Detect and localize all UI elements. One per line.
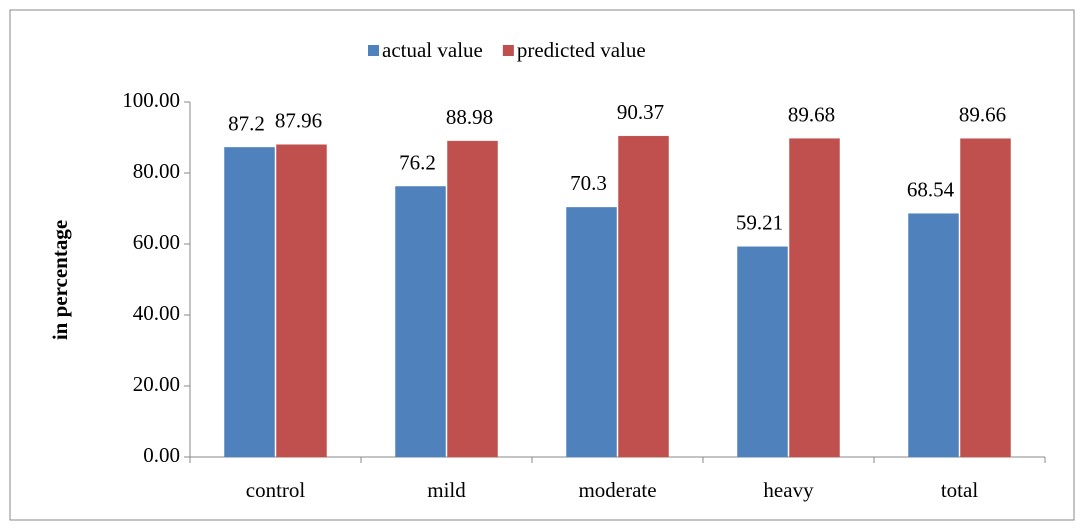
bar (908, 213, 959, 458)
bar (566, 207, 617, 458)
bar (276, 144, 327, 458)
value-label: 68.54 (907, 177, 955, 201)
value-label: 90.37 (617, 100, 664, 124)
value-label: 70.3 (570, 171, 607, 195)
bar (737, 246, 788, 458)
x-tick-label: moderate (578, 478, 656, 502)
legend-swatch (502, 45, 514, 56)
y-tick-label: 40.00 (133, 301, 180, 325)
x-tick-label: heavy (763, 478, 814, 502)
chart-border (9, 9, 1075, 521)
value-label: 87.96 (275, 109, 322, 133)
bar (960, 138, 1011, 458)
value-label: 87.2 (228, 111, 265, 135)
value-label: 89.66 (959, 103, 1006, 127)
x-tick-label: mild (427, 478, 466, 502)
y-tick-label: 20.00 (133, 372, 180, 396)
y-tick-label: 0.00 (143, 443, 180, 467)
y-tick-label: 80.00 (133, 159, 180, 183)
value-label: 88.98 (446, 105, 493, 129)
value-label: 59.21 (736, 211, 783, 235)
x-tick-label: control (246, 478, 306, 502)
legend-label: predicted value (517, 38, 646, 62)
value-label: 89.68 (788, 102, 835, 126)
bar (224, 147, 275, 458)
x-tick-label: total (941, 478, 978, 502)
value-label: 76.2 (399, 150, 436, 174)
bar (395, 186, 446, 458)
y-tick-label: 60.00 (133, 230, 180, 254)
legend-label: actual value (382, 38, 483, 62)
bar (618, 135, 669, 458)
y-axis-label: in percentage (48, 220, 72, 340)
y-tick-label: 100.00 (122, 88, 180, 112)
bar (789, 138, 840, 458)
bar (447, 140, 498, 458)
legend-swatch (368, 45, 379, 56)
